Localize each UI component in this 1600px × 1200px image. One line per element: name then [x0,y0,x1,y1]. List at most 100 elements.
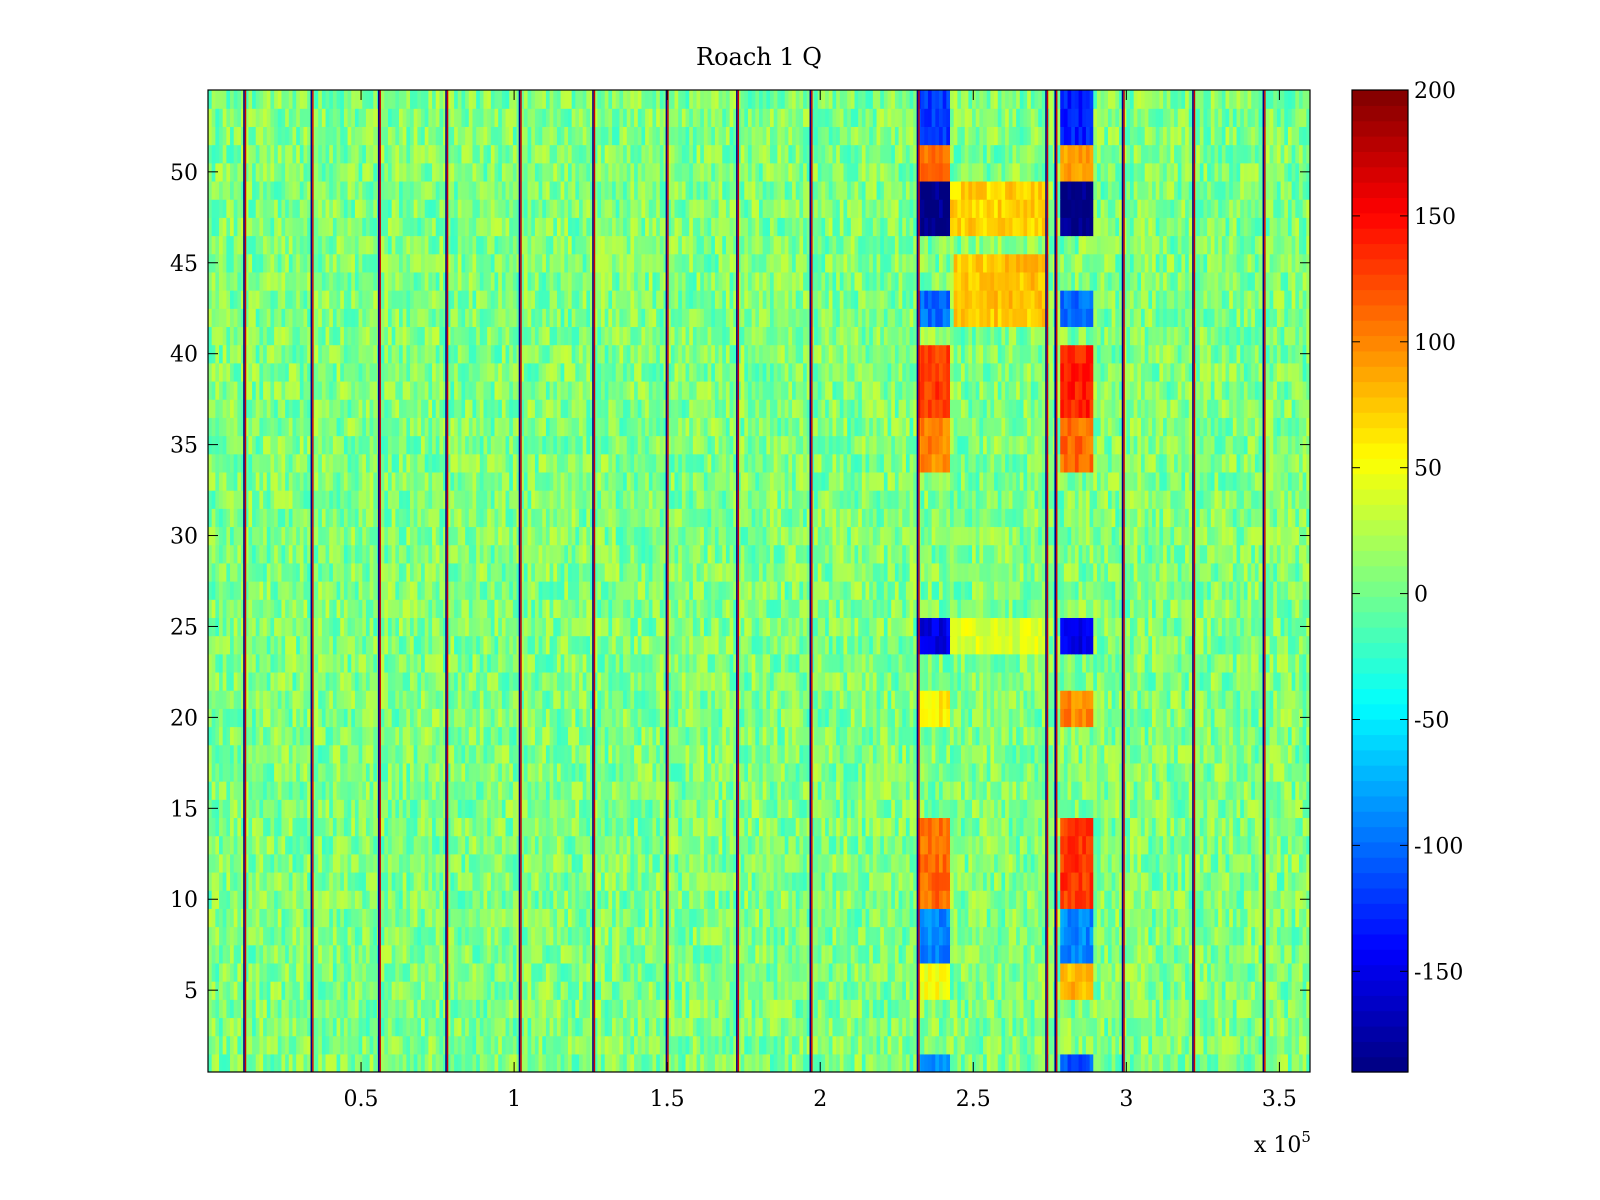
heatmap-cell [1111,799,1116,819]
heatmap-cell [307,871,312,891]
heatmap-cell [211,853,216,873]
heatmap-cell [230,1053,235,1072]
heatmap-cell [722,817,727,837]
heatmap-cell [608,817,613,837]
heatmap-cell [861,944,867,964]
heatmap-cell [307,762,312,782]
heatmap-cell [861,1017,867,1037]
heatmap-cell [292,853,297,873]
heatmap-cell [601,1017,606,1037]
heatmap-cell [1295,908,1300,928]
heatmap-cell [729,890,734,909]
heatmap-cell [281,871,286,891]
heatmap-cell [725,799,731,819]
heatmap-cell [964,944,969,964]
heatmap-cell [288,944,294,964]
heatmap-cell [1306,853,1310,873]
heatmap-cell [255,944,261,964]
heatmap-cell [670,944,676,964]
heatmap-cell [428,962,433,982]
heatmap-cell [285,835,290,855]
heatmap-cell [689,890,694,909]
heatmap-cell [1163,1053,1168,1072]
heatmap-cell [656,1053,661,1072]
heatmap-cell [365,853,371,873]
heatmap-cell [498,1035,503,1055]
heatmap-cell [678,908,683,928]
heatmap-cell [1100,890,1105,909]
heatmap-cell [659,817,665,837]
heatmap-cell [1166,835,1172,855]
heatmap-cell [1152,890,1157,909]
heatmap-cell [1225,981,1230,1000]
heatmap-cell [417,781,422,800]
heatmap-cell [1218,944,1223,964]
heatmap-cell [946,1035,951,1055]
heatmap-cell [593,944,598,964]
heatmap-cell [766,853,771,873]
heatmap-cell [266,890,272,909]
heatmap-cell [413,926,418,946]
heatmap-cell [1269,853,1274,873]
heatmap-cell [281,908,286,928]
heatmap-cell [803,781,808,800]
heatmap-cell [329,762,334,782]
heatmap-cell [1240,999,1245,1019]
heatmap-cell [788,781,793,800]
heatmap-cell [905,944,911,964]
heatmap-cell [1115,835,1120,855]
heatmap-cell [211,871,216,891]
heatmap-cell [825,1053,830,1072]
heatmap-cell [270,908,275,928]
heatmap-cell [318,908,323,928]
heatmap-cell [674,817,679,837]
heatmap-cell [733,871,738,891]
heatmap-cell [1214,871,1219,891]
heatmap-cell [215,926,220,946]
heatmap-cell [590,962,595,982]
heatmap-cell [516,1017,521,1037]
heatmap-cell [516,762,521,782]
heatmap-cell [847,799,852,819]
heatmap-cell [865,871,870,891]
heatmap-cell [619,871,624,891]
heatmap-cell [255,981,261,1000]
heatmap-cell [619,799,624,819]
heatmap-cell [1126,890,1131,909]
heatmap-cell [483,817,488,837]
heatmap-cell [215,944,220,964]
heatmap-cell [1298,817,1304,837]
heatmap-cell [751,799,756,819]
heatmap-cell [545,871,551,891]
heatmap-cell [215,962,220,982]
heatmap-cell [1152,999,1157,1019]
heatmap-cell [399,871,404,891]
heatmap-cell [553,962,558,982]
heatmap-cell [476,762,481,782]
heatmap-cell [1170,999,1175,1019]
heatmap-cell [421,981,426,1000]
heatmap-cell [468,799,474,819]
heatmap-cell [259,1035,264,1055]
heatmap-cell [803,926,808,946]
heatmap-cell [1302,835,1307,855]
heatmap-cell [828,890,834,909]
heatmap-cell [432,762,437,782]
heatmap-cell [703,1053,709,1072]
heatmap-cell [770,871,775,891]
heatmap-cell [832,781,837,800]
heatmap-cell [795,962,800,982]
heatmap-cell [979,908,984,928]
heatmap-cell [1306,944,1310,964]
heatmap-cell [505,981,510,1000]
heatmap-cell [1295,817,1300,837]
heatmap-cell [534,817,540,837]
heatmap-cell [1159,1017,1164,1037]
heatmap-cell [1177,817,1183,837]
heatmap-cell [733,926,738,946]
heatmap-cell [454,817,459,837]
heatmap-cell [395,762,400,782]
heatmap-cell [1030,926,1036,946]
heatmap-cell [237,944,242,964]
heatmap-cell [428,781,433,800]
